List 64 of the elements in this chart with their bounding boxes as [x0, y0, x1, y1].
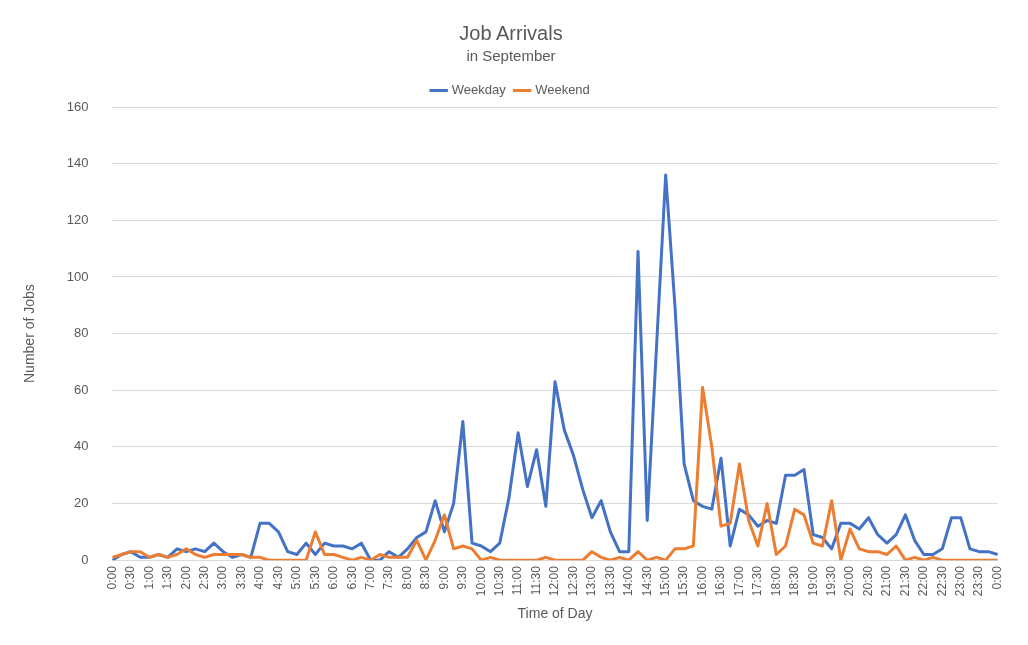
x-tick-label: 5:00: [289, 565, 304, 590]
x-tick-label: 14:30: [639, 565, 654, 597]
x-tick-label: 20:00: [842, 565, 857, 597]
x-tick-label: 1:00: [141, 565, 156, 590]
legend-label: Weekend: [535, 82, 590, 98]
x-tick-label: 0:30: [123, 565, 138, 590]
x-tick-label: 19:30: [823, 565, 838, 597]
x-tick-label: 3:30: [233, 565, 248, 590]
x-tick-label: 8:30: [418, 565, 433, 590]
x-tick-label: 2:00: [178, 565, 193, 590]
x-tick-label: 21:30: [897, 565, 912, 597]
x-tick-label: 9:00: [436, 565, 451, 590]
x-tick-label: 22:00: [916, 565, 931, 597]
x-tick-label: 9:30: [455, 565, 470, 590]
x-tick-label: 21:00: [879, 565, 894, 597]
x-tick-label: 7:00: [362, 565, 377, 590]
x-tick-label: 10:00: [473, 565, 488, 597]
x-tick-label: 0:00: [989, 565, 1004, 590]
x-tick-label: 4:00: [252, 565, 267, 590]
x-tick-label: 5:30: [307, 565, 322, 590]
x-tick-label: 13:00: [584, 565, 599, 597]
y-tick-label: 40: [74, 438, 89, 454]
y-tick-label: 120: [66, 211, 89, 227]
x-tick-label: 12:30: [565, 565, 580, 597]
x-tick-label: 10:30: [492, 565, 507, 597]
x-tick-label: 18:00: [768, 565, 783, 597]
x-tick-label: 8:00: [399, 565, 414, 590]
y-axis-title: Number of Jobs: [21, 284, 38, 383]
chart-title: Job Arrivals: [459, 21, 563, 44]
x-tick-label: 4:30: [270, 565, 285, 590]
y-tick-label: 100: [66, 268, 89, 284]
x-tick-label: 16:30: [713, 565, 728, 597]
legend-label: Weekday: [451, 82, 507, 98]
x-tick-label: 12:00: [547, 565, 562, 597]
x-tick-label: 17:00: [731, 565, 746, 597]
y-tick-label: 20: [74, 495, 89, 511]
y-tick-label: 160: [66, 98, 89, 114]
x-tick-label: 6:00: [326, 565, 341, 590]
x-tick-label: 3:00: [215, 565, 230, 590]
x-tick-label: 23:00: [953, 565, 968, 597]
x-tick-label: 6:30: [344, 565, 359, 590]
x-tick-label: 17:30: [750, 565, 765, 597]
x-tick-label: 1:30: [160, 565, 175, 590]
x-tick-label: 22:30: [934, 565, 949, 597]
x-tick-label: 15:00: [658, 565, 672, 597]
x-tick-label: 23:30: [971, 565, 986, 597]
x-tick-label: 14:00: [621, 565, 636, 597]
x-tick-label: 11:00: [510, 565, 525, 596]
chart-subtitle: in September: [466, 47, 556, 65]
y-tick-label: 140: [66, 155, 89, 171]
x-tick-label: 16:00: [694, 565, 709, 597]
y-tick-label: 60: [74, 381, 89, 397]
x-tick-label: 0:00: [104, 565, 119, 590]
x-tick-label: 15:30: [676, 565, 691, 597]
x-tick-label: 7:30: [381, 565, 396, 590]
y-tick-label: 80: [74, 325, 89, 341]
x-tick-label: 20:30: [860, 565, 875, 597]
x-tick-label: 13:30: [602, 565, 617, 597]
x-tick-label: 19:00: [805, 565, 820, 597]
y-tick-label: 0: [81, 551, 89, 567]
x-axis-title: Time of Day: [517, 605, 593, 622]
x-tick-label: 11:30: [528, 565, 543, 596]
x-tick-label: 18:30: [787, 565, 802, 597]
x-tick-label: 2:30: [197, 565, 211, 590]
